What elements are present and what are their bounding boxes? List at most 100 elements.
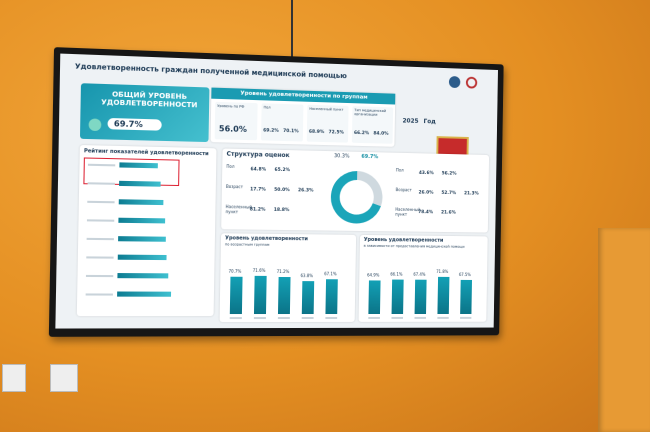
group-label: Уровень по РФ (217, 103, 245, 109)
structure-row-label: Пол (395, 167, 404, 173)
bar-value-label: 67.5% (458, 271, 471, 277)
chart-title: Уровень удовлетворенности (363, 236, 444, 244)
bar-value-label: 71.6% (252, 268, 266, 274)
bar (229, 276, 243, 315)
rating-panel: Рейтинг показателей удовлетворенности (76, 144, 217, 317)
group-label: Населенный пункт (309, 106, 344, 112)
bar-category-line (229, 317, 242, 319)
rating-bar (117, 291, 172, 297)
structure-row-label: Пол (226, 163, 235, 169)
chart-subtitle: в зависимости от предоставления медицинс… (363, 243, 465, 249)
donut (327, 161, 386, 225)
overall-value: 69.7% (107, 117, 162, 131)
bar (414, 279, 427, 314)
rating-label-line (87, 200, 115, 204)
group-value: 66.2% (353, 130, 370, 137)
overall-label: ОБЩИЙ УРОВЕНЬ УДОВЛЕТВОРЕННОСТИ (101, 90, 198, 110)
title: Удовлетворенность граждан полученной мед… (74, 62, 347, 81)
structure-row-label: Возраст (225, 183, 244, 190)
rating-bar (119, 180, 161, 187)
rating-label-line (85, 293, 113, 296)
rating-label-line (87, 182, 115, 185)
rating-bar (117, 254, 167, 261)
donut-segment (357, 176, 379, 205)
group-value: 84.0% (373, 131, 389, 137)
donut-label: 69.7% (361, 153, 379, 161)
bar-value-label: 71.8% (436, 269, 449, 275)
light-switch (50, 364, 78, 392)
chart-subtitle: по возрастным группам (224, 242, 270, 247)
structure-value: 26.3% (297, 188, 314, 194)
bar-category-line (391, 316, 404, 319)
group-card: Уровень по РФ 56.0% (214, 101, 258, 141)
structure-value: 26.0% (418, 190, 434, 196)
bar-category-line (253, 317, 266, 319)
structure-title: Структура оценок (226, 150, 290, 160)
year: 2025 (402, 117, 419, 125)
group-label: Пол (263, 105, 271, 110)
bar-chart-panel: Уровень удовлетворенности в зависимости о… (358, 234, 488, 322)
bar-category-line (368, 316, 380, 319)
structure-value: 78.4% (418, 210, 434, 216)
structure-value: 17.7% (250, 187, 266, 193)
bar-value-label: 66.1% (390, 271, 403, 277)
rating-label-line (86, 237, 114, 241)
rating-label-line (85, 274, 114, 278)
rating-label-line (86, 256, 114, 259)
donut-label: 30.3% (333, 153, 350, 160)
bar-value-label: 63.8% (300, 272, 314, 278)
rating-label-line (86, 219, 115, 222)
light-switch (2, 364, 26, 392)
structure-value: 50.0% (274, 187, 290, 194)
bar-chart-panel: Уровень удовлетворенности по возрастным г… (219, 233, 357, 323)
structure-value: 65.2% (274, 167, 291, 174)
structure-value: 52.7% (441, 190, 457, 197)
bar-value-label: 64.9% (367, 272, 380, 278)
structure-value: 21.6% (441, 210, 456, 216)
bar (301, 280, 315, 314)
rating-bar (118, 199, 164, 206)
wall-recess (598, 228, 650, 432)
groups-panel: Уровень удовлетворенности по группам Уров… (210, 87, 396, 147)
group-value: 69.2% (263, 128, 279, 134)
bar-category-line (277, 317, 290, 319)
structure-row-label: Населенный пункт (225, 204, 252, 214)
group-label: Тип медицинской организации (354, 108, 387, 117)
logo (465, 76, 478, 89)
tv: Удовлетворенность граждан полученной мед… (48, 47, 504, 337)
structure-value: 21.3% (464, 191, 479, 197)
bar-category-line (460, 316, 472, 319)
bar (437, 277, 450, 314)
group-value: 56.0% (218, 124, 247, 134)
rating-bar (118, 217, 166, 224)
structure-value: 18.8% (273, 207, 290, 214)
structure-value: 81.2% (249, 207, 266, 213)
bar (460, 279, 473, 314)
overall-icon (88, 118, 102, 132)
power-cable (291, 0, 293, 58)
bar-category-line (301, 317, 314, 319)
group-card: Тип медицинской организации 66.2% 84.0% (351, 106, 394, 144)
chart-title: Уровень удовлетворенности (225, 235, 309, 243)
bar-category-line (437, 316, 449, 319)
bar-value-label: 71.2% (276, 268, 290, 274)
group-value: 70.1% (283, 128, 299, 135)
bar (391, 279, 404, 314)
structure-row-label: Населенный пункт (395, 206, 421, 217)
structure-value: 64.8% (250, 167, 267, 173)
structure-panel: Структура оценок Пол 64.8% 65.2% Возраст 17.7… (221, 148, 490, 233)
bar-value-label: 67.1% (324, 271, 337, 277)
bar (253, 276, 267, 315)
logo (448, 76, 461, 89)
group-card: Пол 69.2% 70.1% (261, 103, 304, 142)
bar-category-line (414, 316, 426, 319)
rating-bar (117, 273, 169, 279)
bar (325, 278, 338, 314)
structure-row-label: Возраст (395, 187, 412, 193)
rating-title: Рейтинг показателей удовлетворенности (83, 148, 209, 158)
bar-category-line (325, 316, 338, 319)
bar-value-label: 70.7% (228, 268, 242, 274)
bar (277, 276, 291, 315)
structure-value: 43.6% (418, 170, 434, 177)
